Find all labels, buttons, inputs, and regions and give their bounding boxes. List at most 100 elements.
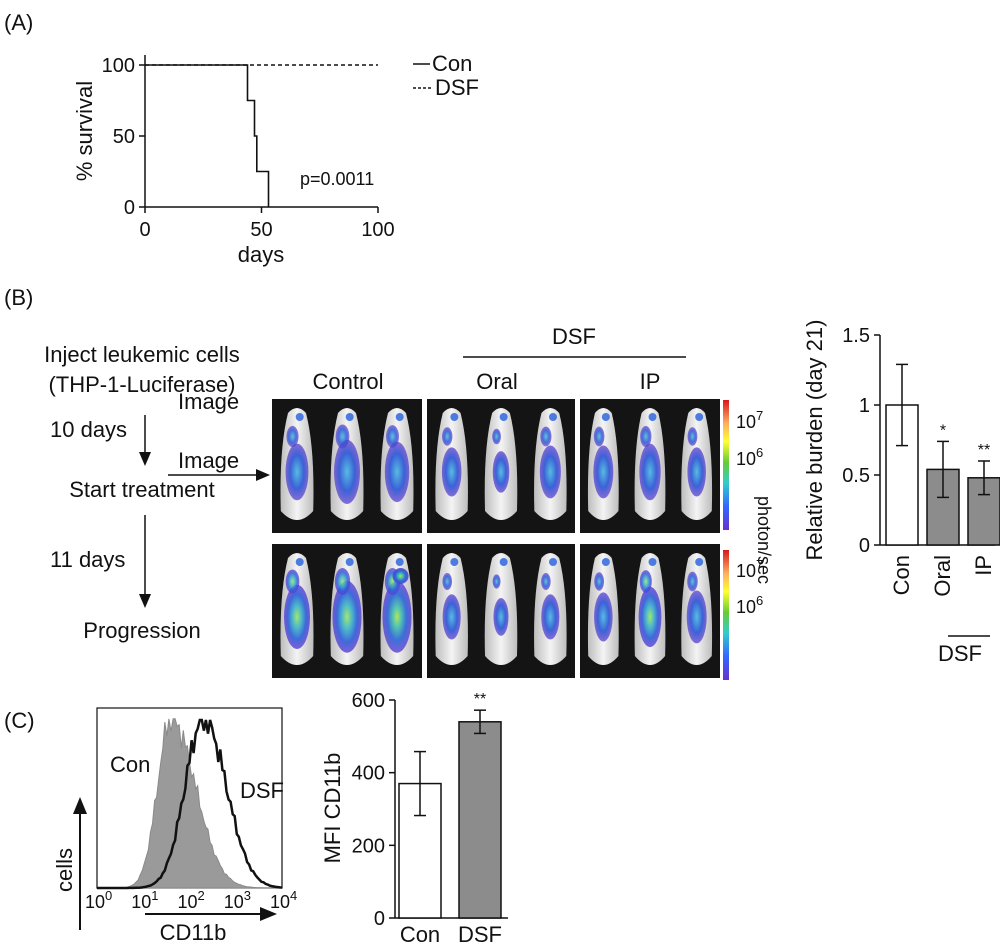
signal-blob — [442, 573, 453, 590]
mfi-y-tick-label-0: 0 — [374, 908, 385, 930]
signal-blob — [594, 572, 605, 591]
histogram-x-tick-label-3: 103 — [224, 888, 251, 912]
histogram-x-tick-label-0: 100 — [85, 888, 112, 912]
signal-blob — [594, 592, 613, 642]
burden-y-tick-label-0: 0 — [859, 535, 870, 557]
survival-x-tick-label-0: 0 — [139, 219, 150, 241]
signal-blob — [384, 441, 410, 503]
signal-blob — [333, 439, 361, 504]
burden-significance-ip: ** — [978, 442, 990, 459]
signal-blob — [332, 581, 362, 653]
signal-blob — [639, 443, 661, 501]
burden-y-tick-label-3: 1.5 — [842, 325, 870, 347]
signal-blob — [335, 424, 350, 449]
signal-blob — [286, 425, 299, 448]
step1-image-label: Image — [178, 448, 239, 473]
imaging-panel-oral-after — [427, 544, 575, 678]
burden-category-label-con: Con — [889, 555, 914, 595]
imaging-panel-control-after — [272, 544, 422, 678]
signal-blob — [541, 573, 551, 590]
signal-blob — [638, 586, 662, 648]
inject-label-line1: Inject leukemic cells — [44, 342, 240, 367]
survival-x-axis-label: days — [238, 242, 284, 267]
colorbar-bottom-tick-1: 107 — [736, 557, 763, 581]
signal-blob — [392, 568, 409, 584]
signal-blob — [639, 570, 652, 593]
survival-p-value: p=0.0011 — [300, 169, 374, 189]
histogram-dsf-label: DSF — [240, 778, 284, 803]
legend-con-label: Con — [432, 51, 472, 76]
panel-label-b: (B) — [4, 285, 33, 310]
imaging-panel-ip-after — [580, 544, 720, 678]
route-label-oral: Oral — [476, 369, 518, 394]
signal-blob — [295, 413, 304, 421]
signal-blob — [442, 427, 453, 446]
histogram-x-tick-label-1: 101 — [131, 888, 158, 912]
step1-arrowhead-icon — [139, 452, 151, 466]
survival-x-tick-label-1: 50 — [250, 219, 272, 241]
mfi-y-tick-label-2: 400 — [352, 763, 385, 785]
mfi-y-axis-label: MFI CD11b — [320, 753, 345, 864]
histogram-x-tick-label-2: 102 — [178, 888, 205, 912]
group-label-control: Control — [313, 369, 384, 394]
panel-label-a: (A) — [4, 10, 33, 35]
step2-event-label: Progression — [83, 618, 200, 643]
treatment-schematic: Inject leukemic cells (THP-1-Luciferase)… — [44, 342, 270, 643]
survival-series-con — [145, 64, 270, 207]
signal-blob — [450, 558, 459, 566]
step1-image-arrowhead-icon — [256, 469, 270, 481]
mfi-category-label-con: Con — [400, 922, 440, 946]
signal-blob — [334, 568, 351, 595]
histogram-con-label: Con — [110, 752, 150, 777]
route-label-ip: IP — [640, 369, 661, 394]
relative-burden-chart: 0 0.5 1 1.5 Con * Oral ** IP Relative burden (d… — [802, 320, 1000, 666]
signal-blob — [441, 447, 462, 497]
step2-days-label: 11 days — [50, 547, 125, 572]
cd11b-axis-arrowhead-icon — [260, 907, 277, 921]
histogram-x-axis-label: CD11b — [160, 920, 227, 945]
signal-blob — [395, 558, 404, 566]
survival-y-tick-label-0: 0 — [124, 197, 135, 219]
mfi-y-tick-label-1: 200 — [352, 835, 385, 857]
legend-dsf-label: DSF — [435, 75, 479, 100]
signal-blob — [541, 594, 560, 640]
signal-blob — [593, 426, 605, 447]
survival-y-tick-label-2: 100 — [102, 55, 135, 77]
signal-blob — [493, 598, 509, 636]
signal-blob — [593, 445, 614, 499]
mfi-category-label-dsf: DSF — [458, 922, 502, 946]
signal-blob — [492, 451, 510, 493]
signal-blob — [499, 413, 508, 421]
signal-blob — [345, 413, 354, 421]
mfi-bar-dsf — [458, 721, 502, 919]
signal-blob — [601, 413, 610, 421]
signal-blob — [492, 574, 501, 589]
signal-blob — [540, 426, 552, 447]
mfi-cd11b-chart: 0 200 400 600 Con ** DSF MFI CD11b — [320, 690, 508, 946]
signal-blob — [695, 413, 704, 421]
inject-label-line2: (THP-1-Luciferase) — [48, 372, 235, 397]
signal-blob — [648, 413, 657, 421]
signal-blob — [382, 581, 412, 653]
histogram-x-tick-label-4: 104 — [270, 888, 297, 912]
signal-blob — [499, 558, 508, 566]
panel-label-c: (C) — [4, 708, 35, 733]
signal-blob — [442, 594, 461, 640]
imaging-panel-control-before — [272, 399, 422, 533]
burden-dsf-group-label: DSF — [938, 641, 982, 666]
signal-blob — [395, 413, 404, 421]
signal-blob — [548, 413, 557, 421]
colorbar-bottom — [723, 550, 729, 680]
signal-blob — [345, 558, 354, 566]
step1-event-label: Start treatment — [69, 477, 215, 502]
signal-blob — [687, 571, 698, 592]
colorbar-unit-label: photon/sec — [754, 496, 774, 584]
signal-blob — [695, 558, 704, 566]
signal-blob — [492, 428, 501, 445]
signal-blob — [687, 447, 706, 497]
signal-blob — [295, 558, 304, 566]
signal-blob — [539, 445, 561, 499]
step2-image-label: Image — [178, 389, 239, 414]
cells-axis-arrowhead-icon — [73, 797, 87, 814]
group-label-dsf: DSF — [552, 324, 596, 349]
